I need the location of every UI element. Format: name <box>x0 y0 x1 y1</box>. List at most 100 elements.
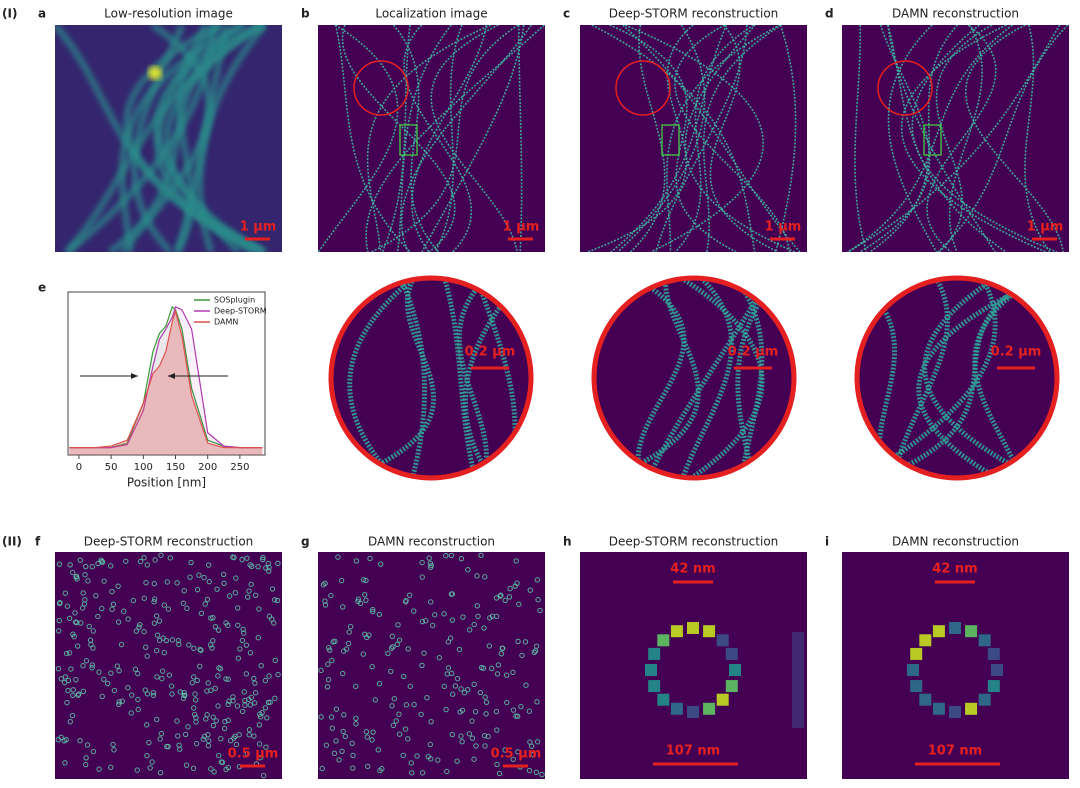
spot <box>275 560 281 566</box>
spot <box>502 597 508 604</box>
filament <box>624 25 764 252</box>
pixel <box>792 668 804 680</box>
filament <box>634 280 687 476</box>
pixel <box>987 647 1000 660</box>
spot <box>483 699 490 705</box>
spot <box>70 692 76 699</box>
spot <box>63 736 69 743</box>
spot <box>336 757 342 763</box>
image-panel <box>580 25 807 252</box>
spot <box>489 613 496 619</box>
spot <box>116 699 122 705</box>
spot <box>83 563 89 570</box>
spot <box>275 671 281 678</box>
spot <box>141 555 147 561</box>
plot-frame <box>67 291 266 456</box>
filament <box>421 25 525 252</box>
panel-letter: a <box>38 7 46 21</box>
spot <box>328 714 335 720</box>
spot <box>389 633 396 640</box>
legend-label: SOSplugin <box>214 296 255 305</box>
spot <box>396 637 403 643</box>
spot <box>459 739 465 745</box>
spot <box>69 569 76 576</box>
spot <box>210 714 216 720</box>
spot <box>256 722 263 728</box>
filament <box>869 25 959 252</box>
roi-circle <box>877 60 933 116</box>
spot <box>110 741 116 748</box>
image-bg <box>580 25 807 252</box>
spot <box>255 634 262 641</box>
panel-title: Deep-STORM reconstruction <box>609 535 779 549</box>
filament <box>430 25 518 252</box>
panel-letter: i <box>825 535 829 549</box>
spot <box>405 736 411 742</box>
filament <box>733 280 765 476</box>
pixel <box>703 702 716 715</box>
spot <box>251 675 257 682</box>
filaments <box>318 25 545 252</box>
spot <box>123 558 129 564</box>
spot <box>154 647 160 654</box>
spot <box>338 577 345 584</box>
spot <box>157 769 164 776</box>
pixel <box>670 625 683 638</box>
spot <box>504 699 510 706</box>
spot <box>240 626 246 633</box>
x-tick-label: 50 <box>105 462 118 473</box>
spot <box>518 703 524 710</box>
image-panel <box>55 25 282 252</box>
spot <box>396 711 402 717</box>
spot <box>515 638 521 645</box>
spot <box>350 765 356 771</box>
roi-circle <box>353 60 409 116</box>
spot <box>473 743 479 749</box>
spot <box>70 687 76 693</box>
filament <box>911 25 1057 252</box>
spot <box>201 733 208 740</box>
spot <box>418 711 424 718</box>
spot <box>460 614 466 620</box>
spot <box>445 639 452 645</box>
filament <box>591 25 756 252</box>
pixel <box>949 706 961 718</box>
spot <box>56 617 62 624</box>
spot <box>355 598 361 605</box>
spot <box>221 725 228 732</box>
spot <box>69 712 76 719</box>
pixel <box>725 647 738 660</box>
spot <box>164 579 170 585</box>
filament <box>398 280 427 476</box>
spot <box>58 676 64 682</box>
filament <box>926 25 997 252</box>
spot <box>74 643 81 649</box>
spot <box>62 590 69 596</box>
filament <box>859 280 897 476</box>
spot <box>341 712 347 718</box>
spot <box>353 683 359 690</box>
filament <box>709 25 779 252</box>
filament <box>341 25 456 252</box>
spot <box>161 602 167 608</box>
spot <box>449 731 455 738</box>
spot <box>266 673 272 679</box>
spot <box>362 631 368 637</box>
spot <box>263 744 269 750</box>
spot <box>163 637 170 644</box>
spot <box>177 689 184 695</box>
scale-bar-label: 1 μm <box>1027 220 1064 235</box>
spot <box>485 733 491 740</box>
spot <box>448 552 455 559</box>
spot <box>96 766 102 772</box>
spot <box>515 749 521 755</box>
spot <box>360 577 367 583</box>
spot <box>269 586 276 592</box>
spot <box>135 706 141 713</box>
spot <box>502 747 508 753</box>
spot <box>225 717 231 724</box>
spot <box>483 711 489 717</box>
area <box>69 306 263 455</box>
spot <box>82 761 89 768</box>
image-panel <box>318 552 545 779</box>
